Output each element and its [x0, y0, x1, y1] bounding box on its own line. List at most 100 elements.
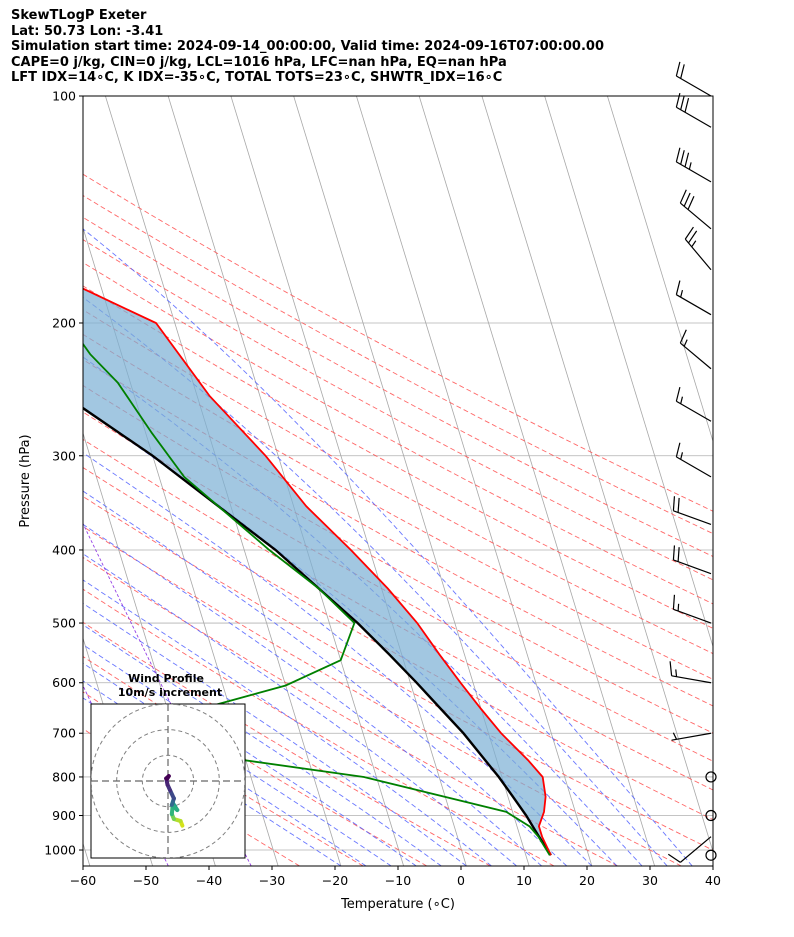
wind-barb — [672, 496, 712, 526]
moist-adiabat — [83, 624, 442, 866]
dry-adiabat — [83, 195, 713, 535]
dry-adiabat — [83, 261, 713, 605]
wind-barb — [675, 61, 712, 97]
barb-flag — [675, 442, 681, 458]
barb-half-flag — [688, 162, 692, 170]
x-tick-label: −40 — [196, 873, 222, 888]
barb-flag — [672, 594, 676, 610]
barb-staff — [676, 161, 712, 183]
barb-staff — [679, 202, 712, 230]
indices-line-2: LFT IDX=14∘C, K IDX=-35∘C, TOTAL TOTS=23… — [11, 70, 503, 85]
isotherm — [607, 96, 713, 443]
barb-flag — [669, 661, 673, 676]
calm-circle — [705, 809, 717, 822]
wind-barb — [675, 442, 712, 478]
dry-adiabat — [83, 239, 713, 581]
y-tick-label: 100 — [52, 89, 76, 104]
barb-half-flag — [683, 339, 688, 347]
barb-staff — [676, 294, 712, 316]
wind-barb — [679, 329, 712, 370]
barb-half-flag — [677, 603, 680, 612]
wind-barb — [675, 280, 712, 316]
barb-flag — [667, 853, 681, 863]
barb-flag — [672, 496, 676, 511]
hodograph-segment — [165, 774, 171, 781]
time-line: Simulation start time: 2024-09-14_00:00:… — [11, 39, 604, 54]
hodograph: Wind Profile 10m/s increment — [90, 672, 246, 859]
barb-flag — [680, 64, 685, 79]
wind-barb — [671, 732, 712, 741]
wind-barb — [705, 809, 717, 822]
barb-flag — [677, 547, 680, 562]
barb-flag — [675, 147, 681, 163]
barb-staff — [679, 342, 712, 370]
moist-adiabat — [83, 579, 492, 866]
barb-half-flag — [680, 289, 684, 298]
barb-staff — [673, 510, 712, 526]
cape-area — [83, 288, 551, 856]
wind-barb — [672, 545, 712, 575]
wind-barb — [679, 189, 712, 230]
wind-barb — [667, 836, 712, 863]
x-tick-label: −20 — [322, 873, 348, 888]
x-tick-label: −10 — [385, 873, 411, 888]
dry-adiabat — [83, 691, 364, 866]
y-tick-label: 300 — [52, 448, 76, 463]
wind-barb — [672, 594, 712, 624]
wind-barb — [705, 771, 717, 783]
profiles — [83, 287, 552, 856]
barb-flag — [675, 386, 681, 402]
dewpoint-line — [83, 342, 551, 856]
x-tick-label: 30 — [642, 873, 658, 888]
isotherm — [83, 842, 91, 866]
wind-barb — [705, 849, 717, 861]
isotherm — [481, 96, 713, 854]
chart-header: SkewTLogP Exeter Lat: 50.73 Lon: -3.41 S… — [11, 8, 791, 86]
x-tick-label: −50 — [133, 873, 159, 888]
barb-flag — [687, 195, 695, 210]
y-tick-label: 600 — [52, 675, 76, 690]
barb-half-flag — [680, 396, 684, 404]
barb-flag — [683, 192, 691, 207]
y-tick-label: 800 — [52, 769, 76, 784]
dry-adiabat — [83, 495, 713, 851]
hodograph-title: Wind Profile — [128, 672, 204, 685]
wind-barb — [675, 92, 712, 128]
x-axis-label: Temperature (∘C) — [340, 897, 455, 912]
barb-flag — [677, 497, 680, 513]
barb-flag — [688, 230, 698, 244]
barb-flag — [679, 189, 687, 204]
barb-flag — [675, 61, 681, 77]
dry-adiabat — [83, 655, 428, 866]
barb-staff — [676, 400, 712, 422]
barb-flag — [679, 329, 687, 344]
calm-circle — [705, 771, 717, 783]
barb-staff — [671, 675, 712, 684]
barb-half-flag — [680, 452, 684, 460]
mixing-ratio-line — [83, 522, 252, 866]
hodograph-subtitle: 10m/s increment — [118, 686, 222, 699]
barb-half-flag — [675, 669, 678, 677]
moist-adiabat — [83, 602, 467, 866]
dry-adiabat — [83, 438, 713, 791]
y-axis-label: Pressure (hPa) — [18, 434, 33, 527]
cape-fill-area — [83, 288, 551, 856]
y-tick-label: 1000 — [44, 843, 76, 858]
barb-staff — [673, 559, 712, 575]
barb-half-flag — [672, 732, 678, 740]
barb-staff — [673, 608, 712, 624]
wind-barb — [684, 226, 712, 271]
isotherm — [230, 96, 467, 866]
dry-adiabat — [83, 411, 713, 762]
barb-staff — [679, 836, 712, 863]
barb-flag — [680, 95, 685, 110]
x-tick-label: 10 — [516, 873, 532, 888]
location-line: Lat: 50.73 Lon: -3.41 — [11, 23, 164, 39]
wind-barb — [669, 661, 712, 684]
wind-barb — [675, 147, 712, 183]
barb-flag — [675, 280, 681, 295]
dry-adiabat — [83, 621, 491, 866]
wind-barb — [675, 386, 712, 422]
moist-adiabat — [83, 662, 392, 866]
